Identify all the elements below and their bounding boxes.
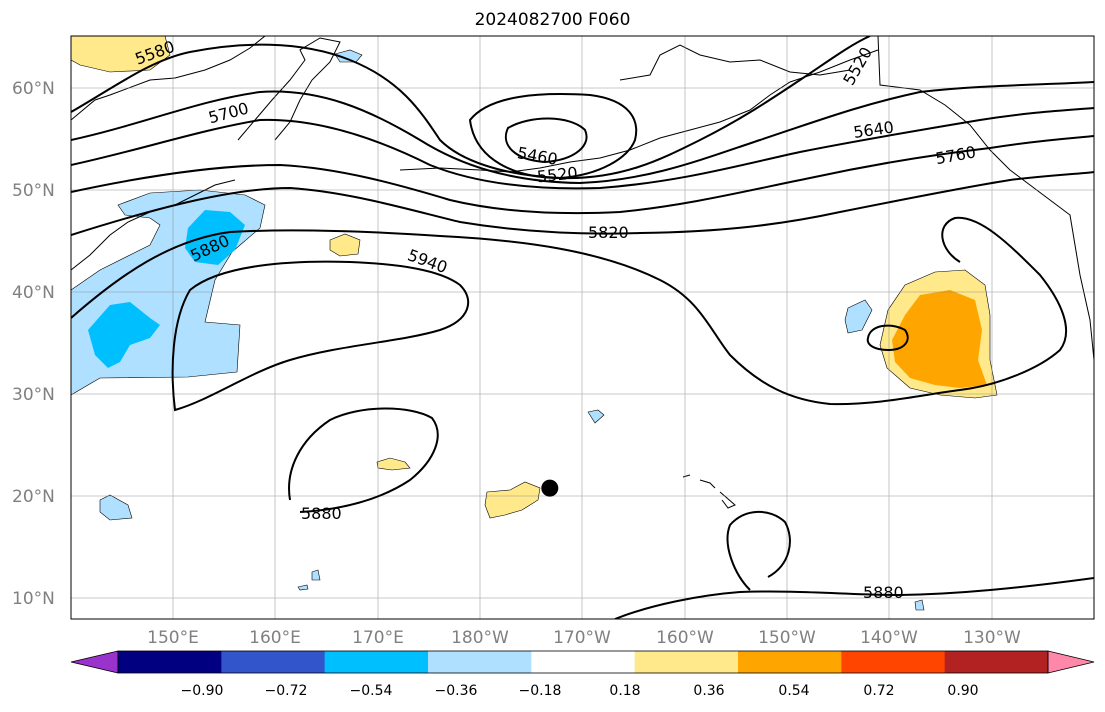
lon-label: 180°W xyxy=(451,628,509,648)
colorbar-frame xyxy=(117,650,1049,674)
contour-5520 xyxy=(468,93,638,180)
colorbar-tick-label: 0.54 xyxy=(778,683,809,699)
shade-negative-small-2 xyxy=(334,49,363,63)
colorbar-tick-label: 0.36 xyxy=(693,683,724,699)
colorbar-tick-label: 0.90 xyxy=(947,683,978,699)
colorbar-tick-label: −0.72 xyxy=(265,683,308,699)
coastline-hawaii xyxy=(682,474,736,509)
contour-5460 xyxy=(504,117,588,164)
colorbar xyxy=(70,650,1095,674)
colorbar-extend-min xyxy=(70,650,119,674)
contour-5820-west xyxy=(71,135,1094,215)
contour-label: 5820 xyxy=(588,223,629,242)
coastline-kamchatka xyxy=(237,37,341,141)
lon-label: 170°W xyxy=(553,628,611,648)
shade-positive-small-3 xyxy=(484,481,541,519)
contour-5880 xyxy=(71,216,1068,406)
colorbar-tick-label: 0.18 xyxy=(609,683,640,699)
contour-east-small-loop xyxy=(866,324,909,352)
colorbar-segment xyxy=(738,651,842,673)
contour-5880-hawaii-loop xyxy=(726,510,791,591)
colorbar-tick-label: −0.54 xyxy=(350,683,393,699)
lon-label: 160°W xyxy=(656,628,714,648)
lat-label: 60°N xyxy=(12,79,55,99)
colorbar-tick-labels: −0.90 −0.72 −0.54 −0.36 −0.18 0.18 0.36 … xyxy=(181,683,979,699)
lon-label: 150°W xyxy=(758,628,816,648)
shade-negative-small-5 xyxy=(297,569,925,611)
colorbar-segment xyxy=(841,651,946,673)
colorbar-tick-label: −0.90 xyxy=(181,683,224,699)
shade-negative-small-4 xyxy=(587,409,605,424)
contour-5880-se xyxy=(614,577,1094,619)
contour-5580 xyxy=(71,36,871,180)
lon-label: 140°W xyxy=(860,628,918,648)
contour-label: 5880 xyxy=(863,583,904,602)
shade-negative-small-1 xyxy=(99,494,133,521)
colorbar-segment xyxy=(118,651,222,673)
colorbar-segment xyxy=(634,651,739,673)
contour-label: 5520 xyxy=(536,163,578,186)
contour-label: 5880 xyxy=(301,504,342,523)
colorbar-segment xyxy=(531,651,636,673)
location-marker xyxy=(541,479,559,497)
colorbar-extend-max xyxy=(1047,650,1095,674)
map-title: 2024082700 F060 xyxy=(474,10,631,30)
map-frame xyxy=(70,35,1095,620)
shade-negative-strong-west-1 xyxy=(88,302,160,368)
lat-labels: 10°N 20°N 30°N 40°N 50°N 60°N xyxy=(12,79,55,609)
contour-label: 5940 xyxy=(405,245,450,277)
contour-label: 5760 xyxy=(934,142,977,168)
shading-layer xyxy=(71,36,998,611)
colorbar-segment xyxy=(221,651,326,673)
shade-positive-strong-east xyxy=(892,290,987,388)
lat-label: 10°N xyxy=(12,589,55,609)
contour-5700 xyxy=(71,81,1094,185)
shade-positive-small-1 xyxy=(329,233,361,257)
gridlines xyxy=(71,36,1094,619)
colorbar-tick-label: 0.72 xyxy=(863,683,894,699)
lon-label: 160°E xyxy=(249,628,301,648)
shade-positive-northwest xyxy=(71,36,171,73)
contour-5820 xyxy=(71,171,1094,236)
colorbar-segment xyxy=(944,651,1049,673)
shade-negative-small-3 xyxy=(844,299,873,334)
coastline-aleutians xyxy=(399,49,879,173)
shade-negative-strong-west-2 xyxy=(185,210,245,265)
height-contours xyxy=(71,36,1094,619)
lat-label: 30°N xyxy=(12,385,55,405)
lat-label: 20°N xyxy=(12,487,55,507)
colorbar-segment xyxy=(324,651,429,673)
colorbar-tick-label: −0.18 xyxy=(519,683,562,699)
colorbar-segment xyxy=(428,651,532,673)
coastline-asia-east xyxy=(71,36,266,121)
lat-label: 40°N xyxy=(12,283,55,303)
coastline-alaska xyxy=(619,44,851,81)
shade-positive-small-2 xyxy=(376,457,411,471)
lon-label: 170°E xyxy=(352,628,404,648)
contour-5940 xyxy=(171,260,470,412)
contour-5880-south xyxy=(288,407,439,513)
colorbar-tick-label: −0.36 xyxy=(435,683,478,699)
lat-label: 50°N xyxy=(12,181,55,201)
lon-label: 150°E xyxy=(147,628,199,648)
lon-labels: 150°E 160°E 170°E 180°W 170°W 160°W 150°… xyxy=(147,628,1021,648)
lon-label: 130°W xyxy=(963,628,1021,648)
contour-5760-west xyxy=(71,107,1094,190)
